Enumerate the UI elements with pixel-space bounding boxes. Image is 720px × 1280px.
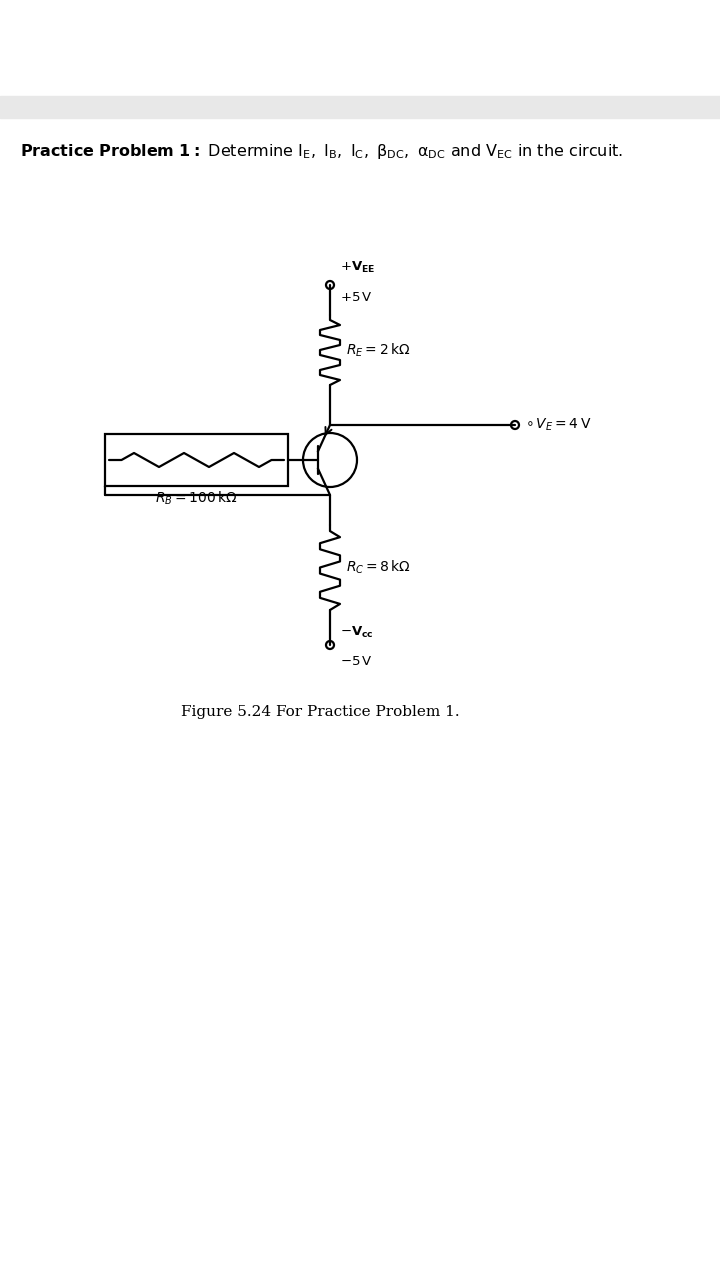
Text: $\mathbf{Practice\ Problem\ 1:}$$\rm{\ Determine\ I_E,\ I_B,\ I_C,\ \beta_{DC},\: $\mathbf{Practice\ Problem\ 1:}$$\rm{\ D… bbox=[20, 142, 623, 161]
Text: $R_C = 8\,\mathrm{k\Omega}$: $R_C = 8\,\mathrm{k\Omega}$ bbox=[346, 559, 411, 576]
Text: $-5\,\mathrm{V}$: $-5\,\mathrm{V}$ bbox=[340, 655, 373, 668]
Bar bbox=[105, 434, 288, 486]
Text: $+5\,\mathrm{V}$: $+5\,\mathrm{V}$ bbox=[340, 291, 373, 305]
Text: Figure 5.24 For Practice Problem 1.: Figure 5.24 For Practice Problem 1. bbox=[181, 705, 459, 719]
Bar bbox=[0, 96, 720, 118]
Text: $\circ\,V_E = 4\,\mathrm{V}$: $\circ\,V_E = 4\,\mathrm{V}$ bbox=[525, 417, 591, 433]
Text: $+\mathbf{V_{EE}}$: $+\mathbf{V_{EE}}$ bbox=[340, 260, 375, 275]
Text: $-\mathbf{V_{cc}}$: $-\mathbf{V_{cc}}$ bbox=[340, 625, 374, 640]
Text: $R_E = 2\,\mathrm{k\Omega}$: $R_E = 2\,\mathrm{k\Omega}$ bbox=[346, 342, 410, 358]
Text: $R_B = 100\,\mathrm{k\Omega}$: $R_B = 100\,\mathrm{k\Omega}$ bbox=[156, 490, 238, 507]
